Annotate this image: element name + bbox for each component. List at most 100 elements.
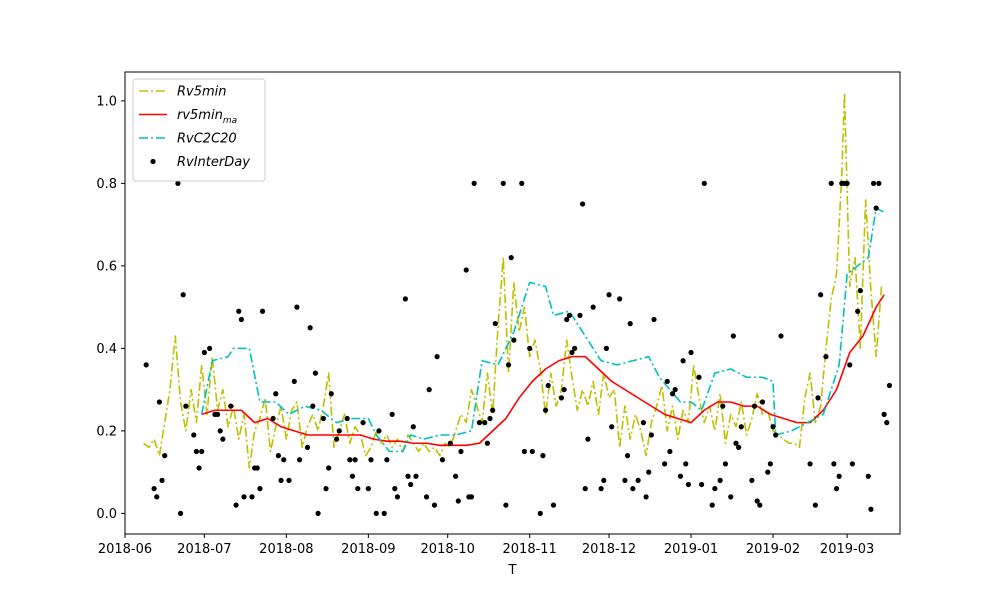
legend-label-main: RvInterDay xyxy=(177,155,250,170)
data-point xyxy=(162,453,168,459)
x-axis-label: T xyxy=(508,563,517,578)
data-point xyxy=(484,440,490,446)
data-point xyxy=(881,411,887,417)
data-point xyxy=(508,255,514,261)
data-point xyxy=(582,486,588,492)
data-point xyxy=(259,308,266,314)
data-point xyxy=(328,391,334,397)
data-point xyxy=(360,420,366,426)
data-point xyxy=(773,432,779,438)
data-point xyxy=(857,288,863,294)
data-point xyxy=(154,494,160,500)
data-point xyxy=(503,502,509,508)
data-point xyxy=(778,333,784,339)
legend-box xyxy=(132,78,266,182)
data-point xyxy=(468,494,475,500)
data-point xyxy=(569,349,575,356)
data-point xyxy=(505,362,512,368)
data-point xyxy=(661,461,668,467)
series-line-RvC2C20 xyxy=(200,207,885,453)
data-point xyxy=(344,415,350,422)
data-point xyxy=(471,180,477,186)
data-point xyxy=(818,292,824,298)
data-point xyxy=(482,420,488,426)
legend-item: RvInterDay xyxy=(150,155,250,170)
data-point xyxy=(275,453,282,459)
data-point xyxy=(228,403,234,409)
data-point xyxy=(630,486,636,492)
data-point xyxy=(270,415,276,422)
data-point xyxy=(500,180,506,186)
data-point xyxy=(730,333,736,339)
data-point xyxy=(564,316,570,323)
data-point xyxy=(193,448,200,455)
data-point xyxy=(304,444,311,450)
x-tick-label: 2018-09 xyxy=(341,542,395,557)
data-point xyxy=(175,180,181,186)
series-line-rv5minma xyxy=(201,294,885,447)
data-point xyxy=(254,465,260,471)
data-point xyxy=(519,180,525,186)
data-point xyxy=(828,180,834,186)
y-tick-label: 0.4 xyxy=(96,342,117,357)
data-point xyxy=(566,312,572,318)
data-point xyxy=(622,477,628,483)
data-point xyxy=(751,403,758,409)
data-point xyxy=(635,477,641,483)
data-point xyxy=(151,486,157,492)
data-point xyxy=(855,308,861,314)
data-point xyxy=(579,201,586,207)
data-point xyxy=(183,403,189,409)
data-point xyxy=(423,494,430,500)
data-point xyxy=(738,424,744,430)
data-point xyxy=(389,411,395,417)
data-point xyxy=(699,481,705,488)
data-point xyxy=(384,457,390,463)
data-point xyxy=(180,292,186,298)
data-point xyxy=(310,403,316,409)
data-point xyxy=(572,345,578,351)
data-point xyxy=(201,349,207,356)
data-point xyxy=(257,486,263,492)
data-point xyxy=(720,403,726,409)
legend-label-main: Rv5min xyxy=(177,85,227,100)
data-point xyxy=(767,461,773,467)
data-point xyxy=(833,486,840,492)
data-point xyxy=(685,481,692,488)
data-point xyxy=(537,510,543,516)
data-point xyxy=(156,399,162,405)
data-point xyxy=(823,354,829,360)
data-point xyxy=(868,506,874,512)
x-tick-label: 2018-06 xyxy=(98,542,152,557)
data-point xyxy=(884,420,890,426)
data-point xyxy=(754,498,760,504)
data-point xyxy=(273,391,279,397)
data-point xyxy=(320,415,326,422)
data-point xyxy=(609,424,615,430)
data-point xyxy=(487,415,493,422)
data-point xyxy=(392,486,398,492)
data-point xyxy=(876,180,882,186)
y-tick-label: 1.0 xyxy=(96,94,117,109)
data-point xyxy=(453,473,459,479)
x-tick-label: 2018-07 xyxy=(177,542,231,557)
data-point xyxy=(214,411,221,417)
data-point xyxy=(736,444,742,450)
data-point xyxy=(296,457,303,463)
data-point xyxy=(617,296,623,302)
data-point xyxy=(286,477,292,483)
data-point xyxy=(455,498,461,504)
data-point xyxy=(651,316,657,323)
data-point xyxy=(672,387,678,393)
data-point xyxy=(408,481,414,488)
data-point xyxy=(542,407,549,413)
x-tick-label: 2019-03 xyxy=(820,542,874,557)
data-point xyxy=(683,461,689,467)
data-point xyxy=(886,382,893,389)
data-point xyxy=(709,502,715,508)
data-point xyxy=(815,395,821,401)
data-point xyxy=(307,325,313,331)
data-point xyxy=(191,432,197,438)
data-point xyxy=(527,345,533,351)
